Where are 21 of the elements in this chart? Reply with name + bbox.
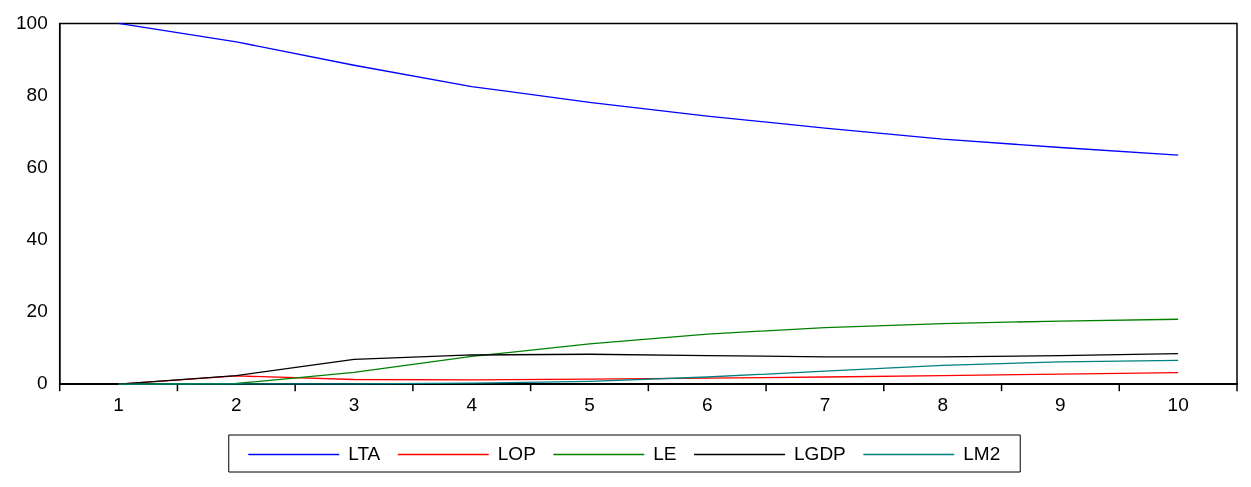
- x-tick-label: 3: [348, 393, 360, 415]
- x-tick-label: 1: [113, 393, 124, 415]
- x-tick-label: 8: [937, 393, 948, 415]
- x-tick-label: 10: [1167, 393, 1189, 415]
- y-tick-label: 20: [26, 300, 48, 322]
- x-tick-label: 7: [819, 393, 831, 415]
- y-tick-label: 0: [37, 372, 48, 394]
- legend-label: LOP: [497, 442, 536, 464]
- y-tick-label: 100: [16, 11, 48, 33]
- x-tick-label: 5: [584, 393, 595, 415]
- x-tick-label: 2: [231, 393, 242, 415]
- legend-label: LGDP: [794, 442, 846, 464]
- x-tick-label: 4: [466, 393, 478, 415]
- legend-label: LM2: [963, 442, 1001, 464]
- y-tick-label: 80: [26, 83, 48, 105]
- legend-label: LE: [653, 442, 677, 464]
- legend-label: LTA: [348, 442, 381, 464]
- x-tick-label: 9: [1055, 393, 1066, 415]
- y-tick-label: 40: [26, 228, 48, 250]
- x-tick-label: 6: [701, 393, 713, 415]
- y-tick-label: 60: [26, 155, 48, 177]
